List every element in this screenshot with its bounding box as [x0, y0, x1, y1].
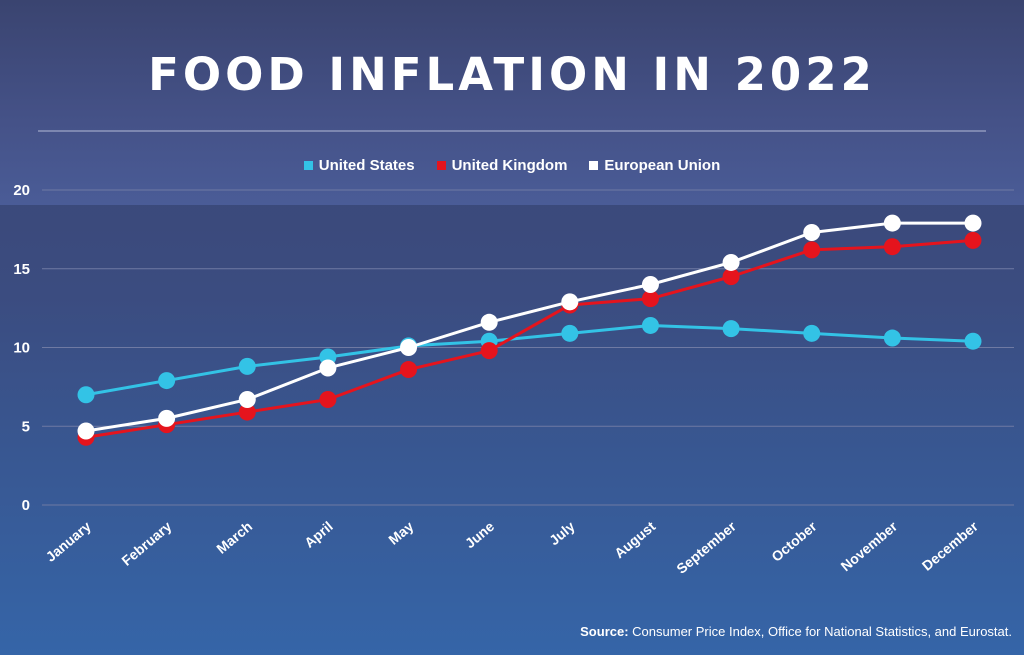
data-point-eu: [319, 359, 337, 377]
y-tick-label: 5: [22, 418, 30, 435]
data-point-us: [561, 324, 579, 342]
data-point-eu: [641, 276, 659, 293]
data-point-eu: [480, 313, 498, 331]
legend-swatch-uk: [436, 161, 446, 170]
x-tick-label: August: [611, 518, 658, 561]
data-point-eu: [561, 293, 579, 311]
data-point-us: [238, 357, 256, 375]
x-tick-label: December: [919, 518, 982, 574]
x-tick-label: November: [838, 518, 901, 575]
data-point-uk: [722, 268, 740, 286]
data-point-eu: [238, 390, 256, 408]
title-divider: [38, 130, 986, 132]
legend: United States United Kingdom European Un…: [0, 157, 1024, 174]
legend-swatch-us: [303, 161, 313, 170]
legend-item-uk: United Kingdom: [436, 157, 568, 174]
data-point-us: [641, 316, 659, 334]
data-point-uk: [319, 390, 337, 408]
x-tick-label: February: [118, 518, 174, 569]
source-label: Source:: [580, 624, 629, 639]
data-point-us: [77, 386, 95, 404]
legend-label-us: United States: [318, 157, 415, 174]
series-line-uk: [85, 238, 974, 439]
y-tick-label: 15: [13, 261, 30, 278]
data-point-eu: [883, 214, 901, 232]
data-point-us: [722, 320, 740, 338]
y-tick-label: 10: [13, 340, 30, 357]
data-point-uk: [400, 361, 418, 379]
legend-label-eu: European Union: [604, 157, 721, 174]
x-tick-label: October: [768, 518, 820, 565]
data-point-eu: [158, 409, 176, 427]
data-point-uk: [641, 290, 659, 308]
data-point-eu: [803, 224, 821, 242]
data-point-eu: [964, 214, 982, 232]
y-tick-label: 20: [13, 182, 30, 199]
header-band: [0, 0, 1024, 205]
data-point-uk: [964, 231, 982, 249]
x-tick-label: June: [462, 518, 497, 551]
x-tick-label: May: [385, 518, 416, 548]
data-point-eu: [400, 339, 418, 356]
legend-item-eu: European Union: [589, 157, 720, 174]
chart-title: FOOD INFLATION IN 2022: [148, 48, 876, 101]
x-tick-label: September: [673, 518, 739, 577]
source-note: Source: Consumer Price Index, Office for…: [580, 624, 1012, 639]
x-tick-label: March: [213, 518, 255, 557]
data-point-us: [158, 372, 176, 390]
legend-label-uk: United Kingdom: [451, 157, 568, 174]
y-tick-label: 0: [22, 497, 30, 514]
x-tick-label: July: [546, 518, 578, 548]
data-point-eu: [77, 422, 95, 440]
data-point-uk: [480, 342, 498, 360]
data-point-us: [803, 324, 821, 342]
series-line-eu: [85, 221, 973, 433]
data-point-eu: [722, 253, 740, 271]
data-point-uk: [803, 241, 821, 259]
x-tick-label: April: [301, 518, 336, 551]
series-line-us: [85, 323, 974, 397]
legend-swatch-eu: [589, 161, 599, 170]
data-point-uk: [883, 238, 901, 256]
data-point-us: [964, 332, 982, 350]
source-text: Consumer Price Index, Office for Nationa…: [632, 624, 1012, 639]
data-point-us: [883, 329, 901, 347]
legend-item-us: United States: [303, 157, 415, 174]
data-point-uk: [238, 403, 256, 421]
x-tick-label: January: [43, 518, 95, 565]
